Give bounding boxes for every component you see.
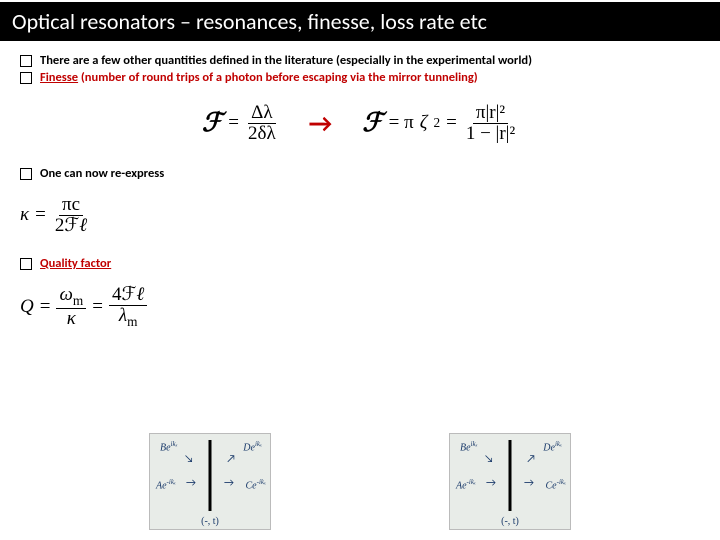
slide-body: There are a few other quantities defined… bbox=[0, 41, 720, 328]
equals: = bbox=[446, 112, 457, 134]
arrow-icon: ↘ bbox=[184, 452, 194, 465]
bullet-text: There are a few other quantities defined… bbox=[40, 53, 532, 68]
finesse-equation-row: ℱ = Δλ 2δλ → ℱ = π ζ2 = π|r|² 1 − |r|² bbox=[20, 103, 700, 144]
mirror-diagram-left: Beikₓ ↘ Deikₓ ↗ Ae-ikₓ → Ce-ikₓ → (-, t) bbox=[149, 433, 271, 530]
equals: = bbox=[40, 296, 51, 318]
arrow-icon: ↘ bbox=[484, 452, 494, 465]
kappa-equation: κ = πc 2ℱℓ bbox=[20, 195, 700, 236]
label-ae: Ae-ikₓ bbox=[156, 478, 176, 491]
bullet-box-icon bbox=[20, 168, 32, 180]
mirror-line bbox=[509, 440, 512, 511]
fraction: 4ℱℓ λm bbox=[109, 285, 147, 329]
finesse-label: Finesse bbox=[40, 70, 78, 85]
arrow-icon: → bbox=[524, 476, 534, 489]
numerator: π|r|² bbox=[473, 103, 508, 124]
mirror-coeff: (-, t) bbox=[450, 516, 570, 527]
slide-title: Optical resonators – resonances, finesse… bbox=[0, 0, 720, 41]
bullet-text: Quality factor bbox=[40, 256, 111, 271]
numerator: ωm bbox=[56, 285, 86, 309]
denominator: 2δλ bbox=[245, 124, 279, 144]
arrow-icon: → bbox=[224, 476, 234, 489]
mirror-coeff: (-, t) bbox=[150, 516, 270, 527]
label-ce: Ce-ikₓ bbox=[546, 478, 566, 491]
denominator: 1 − |r|² bbox=[463, 124, 518, 144]
label-be: Beikₓ bbox=[460, 440, 478, 453]
bullet-box-icon bbox=[20, 72, 32, 84]
finesse-desc: (number of round trips of a photon befor… bbox=[78, 70, 478, 85]
arrow-icon: → bbox=[486, 476, 496, 489]
bullet-text: One can now re-express bbox=[40, 166, 164, 181]
arrow-icon: → bbox=[309, 107, 333, 139]
squared: 2 bbox=[433, 115, 440, 131]
bullet-reexpress: One can now re-express bbox=[20, 166, 700, 181]
fraction: ωm κ bbox=[56, 285, 86, 329]
bullet-text: Finesse (number of round trips of a phot… bbox=[40, 70, 478, 85]
equals: = bbox=[35, 204, 46, 226]
mirror-diagrams-row: Beikₓ ↘ Deikₓ ↗ Ae-ikₓ → Ce-ikₓ → (-, t)… bbox=[0, 433, 720, 530]
fraction: Δλ 2δλ bbox=[245, 103, 279, 144]
equals: = bbox=[92, 296, 103, 318]
fraction: πc 2ℱℓ bbox=[52, 195, 90, 236]
bullet-quality: Quality factor bbox=[20, 256, 700, 271]
mirror-line bbox=[209, 440, 212, 511]
equals: = bbox=[228, 112, 239, 134]
label-de: Deikₓ bbox=[543, 440, 562, 453]
arrow-icon: → bbox=[186, 476, 196, 489]
script-f: ℱ bbox=[202, 108, 222, 138]
bullet-box-icon bbox=[20, 55, 32, 67]
label-be: Beikₓ bbox=[160, 440, 178, 453]
eq-pi: = π bbox=[389, 112, 414, 134]
numerator: πc bbox=[59, 195, 83, 216]
q-symbol: Q bbox=[20, 296, 34, 318]
script-f: ℱ bbox=[362, 108, 382, 138]
fraction: π|r|² 1 − |r|² bbox=[463, 103, 518, 144]
label-ce: Ce-ikₓ bbox=[246, 478, 266, 491]
mirror-diagram-right: Beikₓ ↘ Deikₓ ↗ Ae-ikₓ → Ce-ikₓ → (-, t) bbox=[449, 433, 571, 530]
finesse-eq-right: ℱ = π ζ2 = π|r|² 1 − |r|² bbox=[362, 103, 518, 144]
quality-equation: Q = ωm κ = 4ℱℓ λm bbox=[20, 285, 700, 329]
bullet-box-icon bbox=[20, 258, 32, 270]
bullet-finesse: Finesse (number of round trips of a phot… bbox=[20, 70, 700, 85]
numerator: Δλ bbox=[248, 103, 275, 124]
numerator: 4ℱℓ bbox=[109, 285, 147, 306]
denominator: κ bbox=[64, 309, 79, 329]
denominator: 2ℱℓ bbox=[52, 216, 90, 236]
bullet-literature: There are a few other quantities defined… bbox=[20, 53, 700, 68]
label-ae: Ae-ikₓ bbox=[456, 478, 476, 491]
kappa: κ bbox=[20, 204, 29, 226]
label-de: Deikₓ bbox=[243, 440, 262, 453]
arrow-icon: ↗ bbox=[526, 452, 536, 465]
arrow-icon: ↗ bbox=[226, 452, 236, 465]
finesse-eq-left: ℱ = Δλ 2δλ bbox=[202, 103, 279, 144]
denominator: λm bbox=[116, 306, 141, 329]
zeta: ζ bbox=[420, 112, 428, 134]
